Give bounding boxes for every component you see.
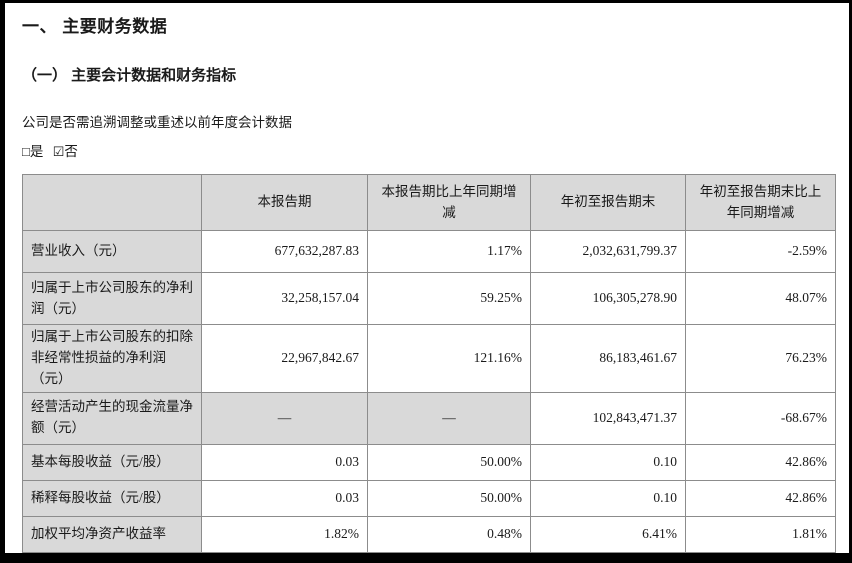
value-cell: 0.03 (201, 443, 368, 481)
table-row: 经营活动产生的现金流量净额（元） — —102,843,471.37 -68.67% (22, 391, 836, 445)
financial-indicators-table: 本报告期 本报告期比上年同期增减 年初至报告期末 年初至报告期末比上年同期增减 … (22, 174, 836, 553)
value-cell: 76.23% (685, 324, 836, 393)
value-cell: 1.17% (367, 230, 531, 273)
column-header-current-period: 本报告期 (201, 174, 368, 231)
value-cell: 48.07% (685, 272, 836, 325)
table-row: 基本每股收益（元/股） 0.03 50.00% 0.10 42.86% (22, 443, 836, 481)
checkbox-unchecked-icon: □ (22, 144, 30, 159)
value-cell: 42.86% (685, 479, 836, 517)
restatement-question: 公司是否需追溯调整或重述以前年度会计数据 (22, 115, 292, 130)
value-cell: 102,843,471.37 (530, 391, 686, 445)
section-heading: （一） 主要会计数据和财务指标 (22, 67, 237, 84)
row-label-cell: 归属于上市公司股东的净利润（元） (22, 272, 202, 325)
row-label-cell: 经营活动产生的现金流量净额（元） (22, 391, 202, 445)
table-row: 归属于上市公司股东的扣除非经常性损益的净利润（元） 22,967,842.67 12… (22, 324, 836, 393)
not-applicable-cell: — (367, 391, 531, 445)
yes-option: □是 (22, 144, 43, 159)
table-row: 营业收入（元） 677,632,287.83 1.17% 2,032,631,799.… (22, 230, 836, 273)
row-label-cell: 稀释每股收益（元/股） (22, 479, 202, 517)
value-cell: 121.16% (367, 324, 531, 393)
restatement-answer: □是 ☑否 (22, 140, 839, 160)
value-cell: 50.00% (367, 443, 531, 481)
value-cell: 59.25% (367, 272, 531, 325)
column-header-blank (22, 174, 202, 231)
no-option: ☑否 (53, 144, 78, 159)
column-header-current-period-yoy: 本报告期比上年同期增减 (367, 174, 531, 231)
value-cell: 50.00% (367, 479, 531, 517)
value-cell: 106,305,278.90 (530, 272, 686, 325)
value-cell: -2.59% (685, 230, 836, 273)
main-heading: 一、 主要财务数据 (22, 17, 168, 36)
value-cell: 6.41% (530, 515, 686, 553)
yes-option-label: 是 (29, 144, 44, 159)
row-label-cell: 营业收入（元） (22, 230, 202, 273)
value-cell: 22,967,842.67 (201, 324, 368, 393)
table-row: 加权平均净资产收益率 1.82% 0.48% 6.41% 1.81% (22, 515, 836, 553)
value-cell: 86,183,461.67 (530, 324, 686, 393)
value-cell: 0.03 (201, 479, 368, 517)
document-body: 一、 主要财务数据 （一） 主要会计数据和财务指标 公司是否需追溯调整或重述以前… (5, 3, 849, 553)
row-label-cell: 加权平均净资产收益率 (22, 515, 202, 553)
not-applicable-cell: — (201, 391, 368, 445)
value-cell: 0.48% (367, 515, 531, 553)
checkbox-checked-icon: ☑ (52, 144, 65, 159)
value-cell: 677,632,287.83 (201, 230, 368, 273)
value-cell: 2,032,631,799.37 (530, 230, 686, 273)
value-cell: 1.82% (201, 515, 368, 553)
value-cell: 0.10 (530, 479, 686, 517)
value-cell: 42.86% (685, 443, 836, 481)
table-row: 归属于上市公司股东的净利润（元） 32,258,157.04 59.25% 106,3… (22, 272, 836, 325)
row-label-cell: 归属于上市公司股东的扣除非经常性损益的净利润（元） (22, 324, 202, 393)
table-row: 稀释每股收益（元/股） 0.03 50.00% 0.10 42.86% (22, 479, 836, 517)
value-cell: -68.67% (685, 391, 836, 445)
column-header-ytd-yoy: 年初至报告期末比上年同期增减 (685, 174, 836, 231)
value-cell: 0.10 (530, 443, 686, 481)
table-header-row: 本报告期 本报告期比上年同期增减 年初至报告期末 年初至报告期末比上年同期增减 (22, 174, 836, 231)
column-header-ytd: 年初至报告期末 (530, 174, 686, 231)
value-cell: 32,258,157.04 (201, 272, 368, 325)
row-label-cell: 基本每股收益（元/股） (22, 443, 202, 481)
no-option-label: 否 (64, 144, 78, 159)
value-cell: 1.81% (685, 515, 836, 553)
